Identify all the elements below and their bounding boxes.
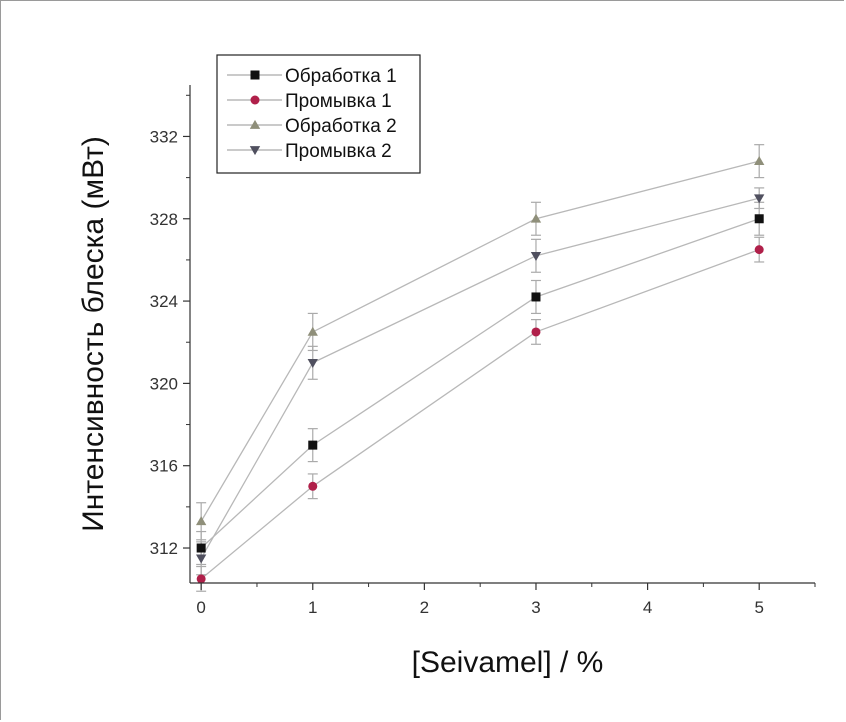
legend: Обработка 1 Промывка 1 Обработка 2 Промывка… (216, 54, 421, 174)
data-point-1-1 (308, 481, 318, 491)
y-tick-label-324: 324 (150, 292, 178, 311)
x-tick-label-4: 4 (643, 598, 652, 617)
legend-label-2: Обработка 2 (285, 116, 397, 137)
data-point-3-1 (307, 358, 318, 368)
x-tick-label-5: 5 (754, 598, 763, 617)
axes: 0 1 2 3 4 5 312 316 320 324 328 332 (150, 85, 816, 617)
series-line-3 (200, 197, 760, 559)
y-tick-label-316: 316 (150, 457, 178, 476)
data-point-2-1 (307, 326, 318, 336)
legend-marker-1 (250, 95, 260, 105)
x-tick-label-0: 0 (196, 598, 205, 617)
series-line-2 (200, 160, 760, 522)
data-point-0-1 (308, 440, 318, 450)
series-line-1 (200, 249, 760, 580)
data-point-1-3 (754, 245, 764, 255)
y-tick-label-328: 328 (150, 210, 178, 229)
x-tick-label-3: 3 (531, 598, 540, 617)
legend-marker-3 (249, 146, 261, 156)
data-point-0-3 (754, 214, 764, 224)
legend-marker-2 (249, 119, 261, 129)
data-point-3-3 (754, 194, 765, 204)
x-axis-title: [Seivamel] / % (412, 646, 604, 679)
legend-marker-0 (250, 70, 260, 80)
data-point-2-2 (530, 213, 542, 223)
y-axis-title: Интенсивность блеска (мВт) (77, 136, 110, 532)
data-point-2-3 (754, 155, 765, 165)
data-markers (195, 155, 765, 584)
data-point-3-0 (195, 554, 207, 564)
series-line-0 (200, 218, 760, 549)
legend-label-0: Обработка 1 (285, 66, 397, 87)
series-lines (200, 160, 760, 580)
y-tick-label-320: 320 (150, 374, 178, 393)
data-point-0-0 (196, 543, 206, 553)
legend-label-1: Промывка 1 (285, 91, 392, 112)
data-point-0-2 (531, 292, 541, 302)
error-bars (196, 144, 765, 592)
y-tick-label-312: 312 (150, 539, 178, 558)
data-point-1-2 (531, 327, 541, 337)
y-tick-label-332: 332 (150, 127, 178, 146)
x-tick-label-2: 2 (420, 598, 429, 617)
legend-label-3: Промывка 2 (285, 141, 392, 162)
data-point-2-0 (195, 516, 207, 526)
data-point-3-2 (530, 251, 542, 261)
data-point-1-0 (196, 574, 206, 584)
x-tick-label-1: 1 (308, 598, 317, 617)
